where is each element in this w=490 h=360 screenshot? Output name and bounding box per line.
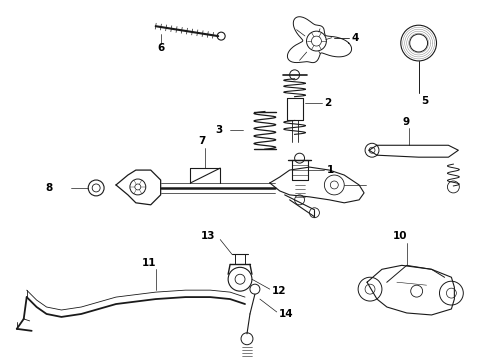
Text: 10: 10 <box>392 230 407 240</box>
Text: 11: 11 <box>142 258 156 268</box>
Text: 14: 14 <box>279 309 294 319</box>
Text: 1: 1 <box>326 165 334 175</box>
Text: 7: 7 <box>198 136 206 146</box>
Text: 3: 3 <box>216 125 223 135</box>
Text: 6: 6 <box>158 43 165 53</box>
Text: 5: 5 <box>421 96 429 105</box>
Text: 9: 9 <box>402 117 409 127</box>
Text: 13: 13 <box>200 230 215 240</box>
Text: 4: 4 <box>351 33 359 43</box>
Text: 12: 12 <box>272 286 286 296</box>
Text: 2: 2 <box>324 98 332 108</box>
Text: 8: 8 <box>45 183 52 193</box>
